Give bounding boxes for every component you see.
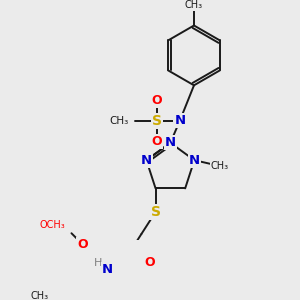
Text: OCH₃: OCH₃ bbox=[39, 220, 65, 230]
Text: O: O bbox=[144, 256, 154, 269]
Text: O: O bbox=[152, 135, 162, 148]
Text: N: N bbox=[174, 114, 185, 127]
Text: O: O bbox=[152, 94, 162, 107]
Text: N: N bbox=[141, 154, 152, 167]
Text: CH₃: CH₃ bbox=[211, 161, 229, 172]
Text: O: O bbox=[77, 238, 88, 251]
Text: H: H bbox=[94, 258, 102, 268]
Text: CH₃: CH₃ bbox=[31, 291, 49, 300]
Text: CH₃: CH₃ bbox=[110, 116, 129, 126]
Text: S: S bbox=[151, 205, 160, 219]
Text: N: N bbox=[189, 154, 200, 167]
Text: CH₃: CH₃ bbox=[185, 0, 203, 10]
Text: N: N bbox=[102, 263, 113, 276]
Text: O: O bbox=[77, 238, 88, 251]
Text: N: N bbox=[165, 136, 176, 149]
Text: S: S bbox=[152, 114, 162, 128]
